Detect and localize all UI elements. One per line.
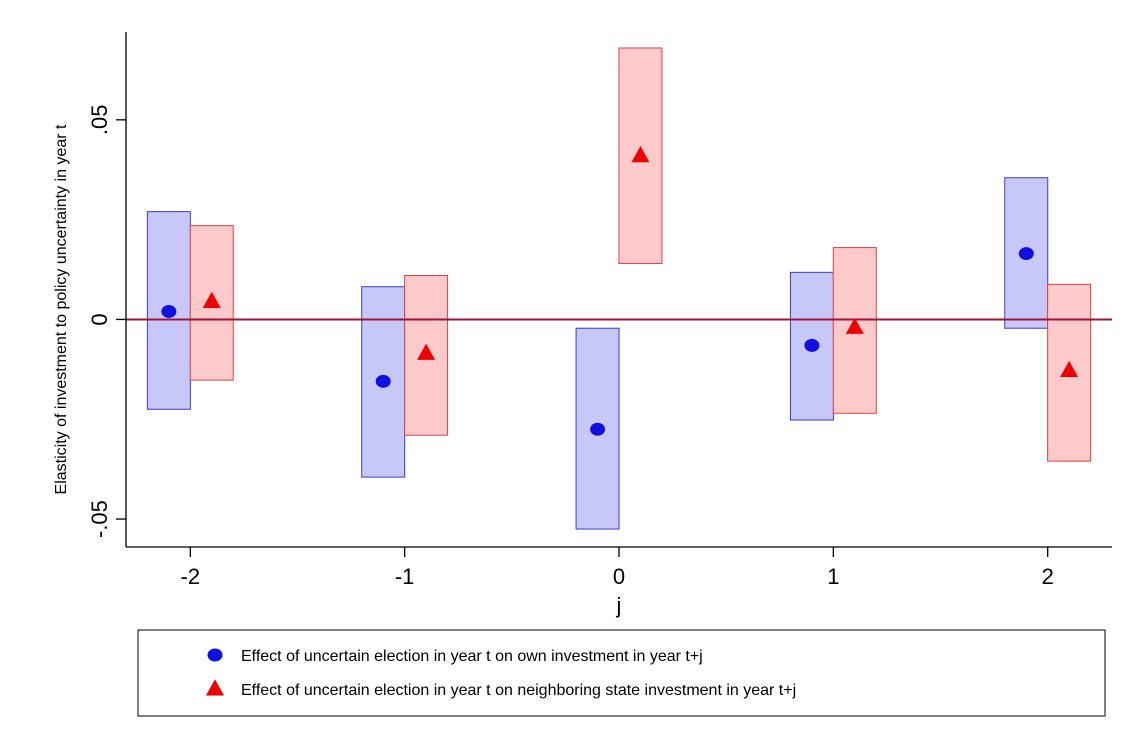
point-s1-0 xyxy=(161,304,177,318)
point-s1-2 xyxy=(590,422,606,436)
x-tick-label-4: 2 xyxy=(1042,564,1054,589)
point-s2-2 xyxy=(631,146,650,163)
x-tick-label-1: -1 xyxy=(395,564,415,589)
x-tick-label-3: 1 xyxy=(827,564,839,589)
legend-items: Effect of uncertain election in year t o… xyxy=(206,648,796,699)
x-axis-title: j xyxy=(616,593,622,618)
y-tick-label-0: -.05 xyxy=(87,500,112,538)
point-s1-3 xyxy=(804,338,820,352)
x-tick-label-2: 0 xyxy=(613,564,625,589)
x-tick-label-0: -2 xyxy=(181,564,201,589)
legend-label-2: Effect of uncertain election in year t o… xyxy=(241,682,796,699)
legend-label-1: Effect of uncertain election in year t o… xyxy=(241,648,703,665)
axes: -.05 0 .05 Elasticity of investment to poli… xyxy=(53,32,1112,618)
point-s2-3 xyxy=(845,317,864,334)
y-tick-label-2: .05 xyxy=(87,105,112,136)
point-s1-1 xyxy=(375,374,391,388)
legend-marker-1 xyxy=(207,648,223,662)
legend-box xyxy=(137,629,1106,717)
y-tick-label-1: 0 xyxy=(87,313,112,325)
point-s2-0 xyxy=(202,291,221,308)
legend: Effect of uncertain election in year t o… xyxy=(137,629,1106,717)
point-s1-4 xyxy=(1018,247,1034,261)
point-s2-4 xyxy=(1060,360,1079,378)
y-axis-title: Elasticity of investment to policy uncer… xyxy=(53,124,70,494)
point-markers xyxy=(161,146,1079,436)
legend-marker-2 xyxy=(206,679,224,696)
point-s2-1 xyxy=(417,343,436,360)
